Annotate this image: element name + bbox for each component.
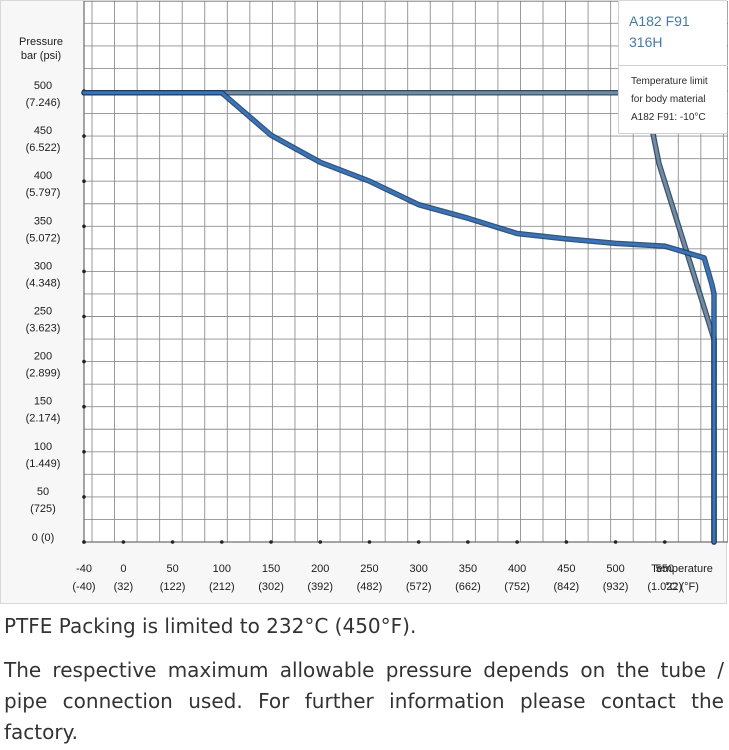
y-tick-label: 350	[34, 215, 52, 227]
x-tick-sublabel: (482)	[357, 581, 383, 593]
x-tick-sublabel: (392)	[307, 581, 333, 593]
temperature-limit-note: Temperature limit for body material A182…	[631, 73, 727, 127]
y-tick-sublabel: (5.797)	[26, 187, 61, 199]
y-axis-title: Pressure	[19, 36, 63, 48]
x-tick-sublabel: (-40)	[72, 581, 95, 593]
y-tick-dot	[82, 495, 86, 499]
y-tick-sublabel: (4.348)	[26, 277, 61, 289]
y-tick-label: 200	[34, 351, 52, 363]
x-tick-sublabel: (1.022)	[647, 581, 682, 593]
y-tick-dot	[82, 134, 86, 138]
x-tick-dot	[466, 540, 470, 544]
y-tick-label: 300	[34, 260, 52, 272]
x-tick-dot	[121, 540, 126, 544]
x-tick-sublabel: (302)	[258, 581, 284, 593]
x-axis-title: Temperature	[651, 563, 713, 575]
y-tick-sublabel: (1.449)	[26, 458, 61, 470]
legend-box: A182 F91 316H Temperature limit for body…	[618, 1, 728, 134]
y-tick-sublabel: (2.174)	[26, 413, 61, 425]
x-tick-label: 100	[213, 563, 231, 575]
ptfe-caption: PTFE Packing is limited to 232°C (450°F)…	[4, 614, 417, 638]
x-tick-sublabel: (662)	[455, 581, 481, 593]
x-tick-dot	[564, 540, 569, 544]
x-tick-sublabel: (752)	[504, 581, 530, 593]
x-tick-sublabel: (212)	[209, 581, 235, 593]
note-line: Temperature limit	[631, 76, 708, 87]
x-tick-label: 250	[360, 563, 378, 575]
x-tick-sublabel: (122)	[160, 581, 186, 593]
chart-frame: 500 (7.246) 450 (6.522) 400 (5.797) 350 (5.072)…	[0, 0, 728, 604]
y-tick-label: 50	[37, 486, 49, 498]
legend-series-a182: A182 F91	[629, 13, 690, 29]
x-tick-sublabel: (842)	[554, 581, 580, 593]
x-tick-label: 0	[120, 563, 126, 575]
x-tick-label: 150	[262, 563, 280, 575]
y-tick-label: 500	[34, 80, 52, 92]
x-tick-label: 500	[606, 563, 624, 575]
x-tick-label: 400	[508, 563, 526, 575]
y-tick-label: 150	[34, 396, 52, 408]
note-line: for body material	[631, 94, 706, 105]
x-tick-dot	[170, 540, 175, 544]
pressure-note-caption: The respective maximum allowable pressur…	[4, 658, 724, 744]
x-tick-label: 450	[557, 563, 575, 575]
y-tick-sublabel: (725)	[30, 503, 56, 515]
x-tick-sublabel: (932)	[603, 581, 629, 593]
x-tick-label: 200	[311, 563, 329, 575]
x-tick-sublabel: (572)	[406, 581, 432, 593]
legend-series-names: A182 F91 316H	[629, 11, 690, 53]
series-line-316h	[82, 91, 716, 544]
legend-series-316h: 316H	[629, 34, 663, 50]
x-tick-label: 300	[410, 563, 428, 575]
note-line: A182 F91: -10°C	[631, 112, 706, 123]
x-tick-dot	[269, 540, 273, 544]
x-tick-label: -40	[76, 563, 92, 575]
x-tick-label: 350	[459, 563, 477, 575]
x-tick-dot	[613, 540, 618, 544]
legend-divider	[619, 65, 728, 66]
y-tick-sublabel: (7.246)	[26, 97, 61, 109]
x-tick-dot	[416, 540, 421, 544]
x-tick-label: 50	[166, 563, 178, 575]
x-tick-sublabel: (32)	[114, 581, 134, 593]
y-tick-dot	[82, 404, 86, 409]
y-tick-dot	[82, 224, 86, 229]
y-tick-dot	[82, 359, 86, 364]
y-tick-label: 0 (0)	[32, 532, 55, 544]
y-tick-label: 400	[34, 170, 52, 182]
x-tick-dot	[220, 540, 224, 544]
x-tick-label: 550	[656, 563, 674, 575]
y-tick-sublabel: (6.522)	[26, 142, 61, 154]
y-tick-label: 250	[34, 306, 52, 318]
x-tick-dot	[367, 540, 372, 544]
y-axis-title-unit: bar (psi)	[21, 50, 61, 62]
y-tick-dot	[82, 314, 86, 319]
y-tick-dot	[82, 269, 86, 274]
x-tick-dot	[318, 540, 323, 544]
y-tick-sublabel: (5.072)	[26, 232, 61, 244]
y-tick-label: 100	[34, 441, 52, 453]
y-tick-label: 450	[34, 125, 52, 137]
y-tick-dot	[82, 179, 86, 183]
x-tick-dot	[515, 540, 519, 544]
y-tick-sublabel: (3.623)	[26, 323, 61, 335]
x-tick-dot	[662, 540, 667, 544]
x-tick-dot	[82, 540, 86, 544]
x-axis-title-unit: °C (°F)	[665, 581, 699, 593]
y-tick-sublabel: (2.899)	[26, 368, 61, 380]
y-tick-dot	[82, 450, 86, 454]
